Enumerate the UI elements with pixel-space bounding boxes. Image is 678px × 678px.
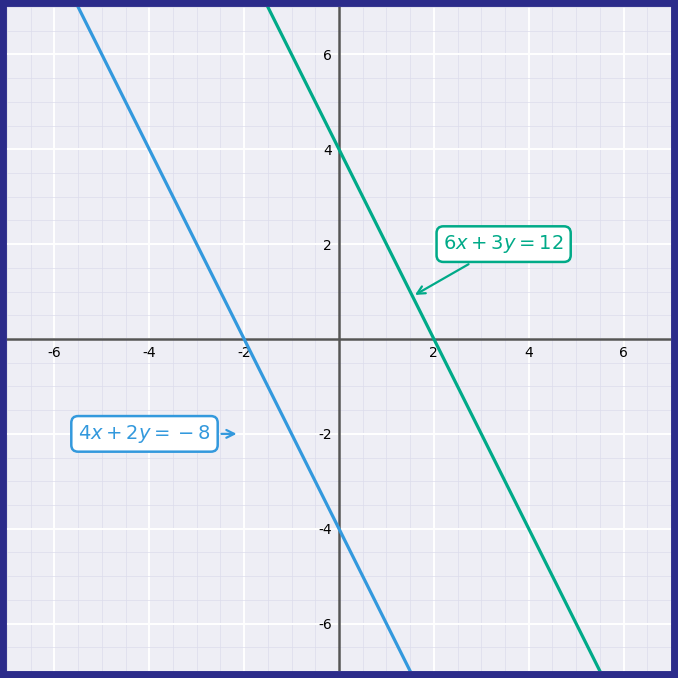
- Text: $4x + 2y = -8$: $4x + 2y = -8$: [78, 423, 234, 445]
- Text: $6x + 3y = 12$: $6x + 3y = 12$: [417, 233, 564, 294]
